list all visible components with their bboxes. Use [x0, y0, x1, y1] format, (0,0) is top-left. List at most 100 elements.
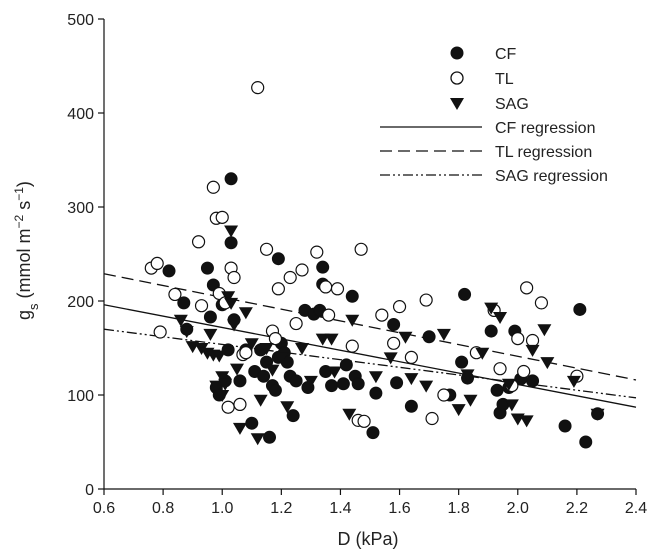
data-point-sag — [259, 343, 274, 355]
data-point-tl — [283, 270, 297, 285]
data-point-tl — [517, 364, 531, 379]
data-point-sag — [525, 344, 540, 357]
data-point-tl — [194, 299, 209, 313]
data-point-sag — [227, 319, 242, 332]
data-point-cf — [224, 236, 238, 250]
x-tick-label: 1.6 — [388, 500, 410, 517]
regression-line-cf — [103, 304, 637, 408]
data-point-sag — [303, 375, 318, 388]
data-point-sag — [315, 333, 330, 346]
data-point-cf — [455, 355, 469, 369]
data-point-tl — [419, 293, 433, 307]
data-point-tl — [404, 350, 418, 364]
data-point-tl — [215, 210, 229, 224]
data-point-tl — [354, 242, 368, 256]
data-point-cf — [573, 302, 587, 316]
axes: 0.6 0.8 1.0 1.2 1.4 1.6 1.8 2.0 2.2 2.4 0 100 200 300… — [67, 12, 647, 517]
data-point-cf — [325, 379, 339, 393]
data-point-tl — [330, 282, 345, 296]
x-tick-label: 1.2 — [270, 500, 292, 517]
data-point-cf — [289, 374, 303, 388]
legend-tl-label: TL — [495, 71, 514, 88]
data-point-cf — [257, 369, 271, 383]
data-point-sag — [463, 394, 478, 407]
data-point-tl — [150, 256, 164, 270]
data-point-sag — [218, 378, 233, 391]
legend-sag-reg-label: SAG regression — [495, 168, 608, 185]
data-point-cf — [458, 287, 472, 301]
x-axis-title: D (kPa) — [337, 529, 398, 549]
legend-cf-reg-label: CF regression — [495, 120, 595, 137]
data-point-tl — [319, 280, 333, 294]
data-point-sag — [280, 401, 295, 414]
data-point-tl — [493, 362, 507, 376]
legend-sag-label: SAG — [495, 96, 529, 113]
data-point-cf — [484, 324, 498, 338]
data-point-cf — [162, 264, 176, 278]
data-point-sag — [419, 380, 434, 393]
data-point-cf — [177, 296, 191, 310]
data-point-cf — [369, 386, 383, 400]
data-point-sag — [475, 347, 490, 360]
data-point-sag — [540, 357, 555, 370]
data-point-sag — [221, 291, 236, 304]
data-point-cf — [387, 318, 401, 331]
x-tick-label: 0.6 — [93, 500, 115, 517]
y-tick-label: 200 — [67, 294, 94, 311]
data-point-tl — [425, 411, 439, 426]
data-point-sag — [383, 352, 398, 365]
data-point-cf — [390, 376, 404, 390]
data-point-tl — [191, 235, 206, 249]
data-point-sag — [484, 302, 499, 315]
data-point-tl — [511, 332, 525, 346]
data-point-sag — [501, 378, 516, 391]
data-point-tl — [310, 245, 324, 259]
data-point-tl — [153, 325, 167, 339]
data-point-sag — [250, 433, 265, 446]
data-point-sag — [179, 326, 194, 339]
data-point-cf — [245, 416, 259, 430]
data-point-tl — [271, 282, 285, 296]
data-point-sag — [519, 415, 534, 428]
data-point-tl — [168, 287, 182, 302]
data-point-sag — [224, 225, 239, 238]
data-point-cf — [558, 419, 572, 433]
y-axis-title-sub: s — [26, 303, 41, 310]
data-point-tl — [387, 336, 401, 350]
data-point-cf — [366, 426, 380, 440]
data-point-sag — [215, 390, 230, 402]
y-tick-label: 0 — [85, 482, 94, 499]
data-point-tl — [392, 300, 407, 314]
legend: CF TL SAG CF regression TL regression SA… — [380, 46, 608, 185]
data-point-sag — [345, 314, 360, 327]
data-point-cf — [339, 358, 353, 372]
data-point-sag — [295, 343, 310, 355]
data-point-sag — [566, 375, 581, 388]
data-point-cf — [490, 383, 504, 397]
data-point-sag — [232, 422, 247, 435]
data-point-tl — [357, 414, 371, 428]
data-point-tl — [239, 346, 253, 360]
data-point-cf — [526, 374, 540, 388]
y-axis-title-part1: (mmol m — [14, 228, 34, 303]
y-axis-title-exp1: −2 — [12, 214, 26, 228]
data-point-sag — [244, 338, 259, 351]
data-point-sag — [436, 328, 451, 341]
data-point-sag — [460, 369, 475, 382]
data-point-sag — [451, 404, 466, 417]
data-point-tl — [345, 339, 359, 353]
data-point-sag — [215, 371, 230, 384]
y-axis-title: gs (mmol m−2 s−1) — [12, 181, 41, 320]
data-point-tl — [525, 333, 540, 348]
data-point-cf — [422, 330, 436, 344]
y-axis-title-main: g — [14, 310, 34, 320]
data-point-sag — [265, 364, 280, 377]
y-tick-label: 300 — [67, 200, 94, 217]
x-tick-label: 0.8 — [152, 500, 174, 517]
data-point-cf — [404, 399, 418, 413]
data-point-sag — [504, 399, 519, 412]
legend-tl-reg-label: TL regression — [495, 144, 592, 161]
x-tick-label: 1.8 — [448, 500, 470, 517]
legend-sag-marker — [450, 98, 464, 110]
